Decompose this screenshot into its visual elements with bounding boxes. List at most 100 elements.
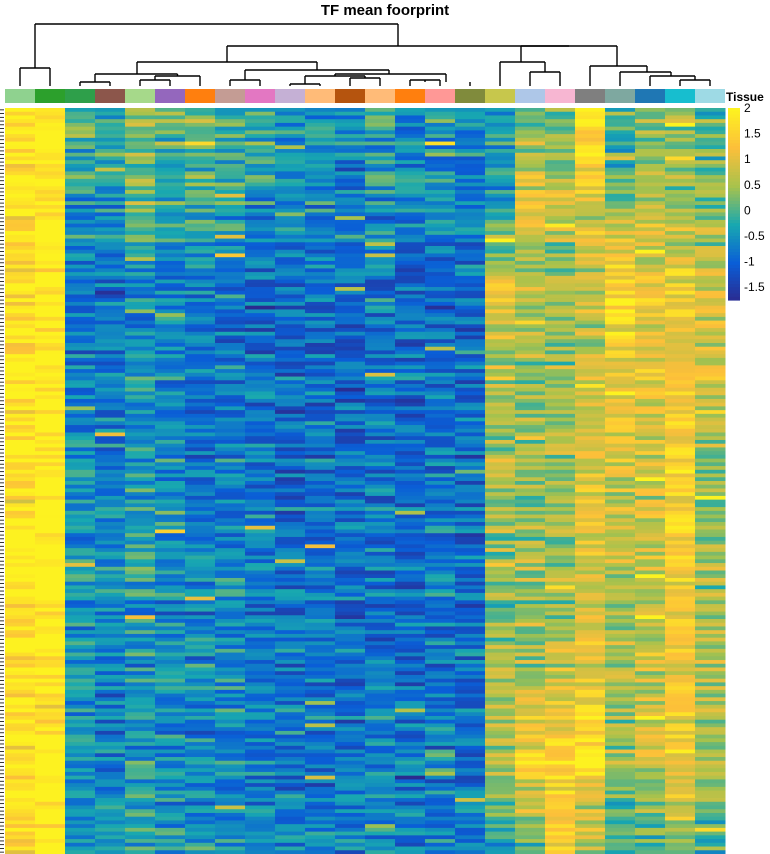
heatmap-cell bbox=[185, 339, 216, 344]
heatmap-cell bbox=[125, 510, 156, 515]
heatmap-cell bbox=[575, 346, 606, 351]
heatmap-cell bbox=[5, 712, 36, 717]
heatmap-cell bbox=[455, 730, 486, 736]
heatmap-cell bbox=[425, 395, 456, 400]
heatmap-cell bbox=[215, 227, 246, 232]
heatmap-cell bbox=[605, 626, 636, 631]
heatmap-cell bbox=[515, 499, 546, 504]
heatmap-cell bbox=[545, 641, 576, 646]
heatmap-cell bbox=[635, 361, 666, 366]
heatmap-cell bbox=[515, 805, 546, 810]
heatmap-cell bbox=[425, 503, 456, 508]
heatmap-cell bbox=[215, 596, 246, 601]
heatmap-cell bbox=[455, 708, 486, 713]
heatmap-cell bbox=[185, 555, 216, 560]
heatmap-cell bbox=[65, 551, 96, 556]
heatmap-cell bbox=[185, 835, 216, 840]
heatmap-cell bbox=[605, 201, 636, 206]
heatmap-cell bbox=[35, 111, 66, 116]
heatmap-cell bbox=[395, 190, 426, 195]
heatmap-cell bbox=[215, 257, 246, 262]
heatmap-cell bbox=[485, 122, 516, 128]
heatmap-cell bbox=[65, 298, 96, 303]
heatmap-cell bbox=[545, 689, 576, 695]
heatmap-cell bbox=[425, 771, 456, 777]
heatmap-cell bbox=[185, 738, 216, 743]
heatmap-cell bbox=[365, 697, 396, 702]
heatmap-cell bbox=[515, 507, 546, 512]
heatmap-cell bbox=[185, 395, 216, 400]
heatmap-cell bbox=[245, 839, 276, 844]
heatmap-cell bbox=[275, 525, 306, 530]
heatmap-cell bbox=[575, 589, 606, 594]
heatmap-cell bbox=[665, 410, 696, 415]
heatmap-cell bbox=[545, 544, 576, 549]
heatmap-cell bbox=[155, 827, 186, 833]
heatmap-cell bbox=[5, 182, 36, 187]
heatmap-cell bbox=[275, 339, 306, 344]
heatmap-cell bbox=[335, 466, 366, 471]
heatmap-cell bbox=[485, 137, 516, 142]
heatmap-cell bbox=[65, 630, 96, 635]
heatmap-cell bbox=[155, 816, 186, 821]
heatmap-cell bbox=[155, 342, 186, 348]
heatmap-cell bbox=[545, 365, 576, 370]
heatmap-cell bbox=[575, 219, 606, 225]
heatmap-cell bbox=[35, 152, 66, 157]
heatmap-cell bbox=[35, 607, 66, 612]
heatmap-cell bbox=[275, 712, 306, 717]
heatmap-cell bbox=[665, 137, 696, 142]
heatmap-cell bbox=[485, 126, 516, 131]
heatmap-cell bbox=[335, 589, 366, 594]
heatmap-cell bbox=[395, 391, 426, 396]
heatmap-cell bbox=[335, 141, 366, 146]
heatmap-cell bbox=[365, 421, 396, 426]
heatmap-cell bbox=[215, 525, 246, 530]
heatmap-cell bbox=[635, 439, 666, 445]
heatmap-cell bbox=[365, 671, 396, 676]
heatmap-cell bbox=[95, 846, 126, 851]
heatmap-cell bbox=[575, 708, 606, 713]
heatmap-cell bbox=[155, 671, 186, 676]
heatmap-cell bbox=[695, 350, 726, 355]
heatmap-cell bbox=[335, 835, 366, 840]
heatmap-cell bbox=[215, 395, 246, 400]
heatmap-cell bbox=[305, 641, 336, 646]
heatmap-cell bbox=[575, 376, 606, 381]
heatmap-cell bbox=[365, 272, 396, 277]
heatmap-cell bbox=[155, 745, 186, 750]
heatmap-cell bbox=[185, 115, 216, 120]
heatmap-cell bbox=[5, 260, 36, 266]
heatmap-cell bbox=[125, 260, 156, 266]
heatmap-cell bbox=[305, 514, 336, 519]
heatmap-cell bbox=[65, 734, 96, 739]
heatmap-cell bbox=[395, 563, 426, 568]
heatmap-cell bbox=[35, 484, 66, 489]
heatmap-cell bbox=[395, 682, 426, 687]
heatmap-cell bbox=[665, 432, 696, 437]
heatmap-cell bbox=[125, 309, 156, 314]
heatmap-cell bbox=[155, 279, 186, 284]
heatmap-cell bbox=[635, 488, 666, 493]
heatmap-cell bbox=[455, 257, 486, 262]
heatmap-cell bbox=[575, 768, 606, 773]
heatmap-cell bbox=[605, 275, 636, 280]
heatmap-cell bbox=[425, 425, 456, 430]
heatmap-cell bbox=[575, 328, 606, 333]
heatmap-cell bbox=[215, 242, 246, 247]
heatmap-cell bbox=[575, 451, 606, 456]
heatmap-cell bbox=[455, 108, 486, 113]
heatmap-cell bbox=[545, 190, 576, 195]
heatmap-cell bbox=[335, 149, 366, 154]
heatmap-cell bbox=[605, 723, 636, 728]
heatmap-cell bbox=[695, 391, 726, 396]
heatmap-cell bbox=[245, 447, 276, 452]
heatmap-cell bbox=[95, 715, 126, 721]
heatmap-cell bbox=[125, 835, 156, 840]
heatmap-cell bbox=[455, 824, 486, 829]
heatmap-cell bbox=[245, 111, 276, 116]
heatmap-cell bbox=[395, 727, 426, 732]
heatmap-cell bbox=[635, 764, 666, 769]
heatmap-cell bbox=[5, 197, 36, 202]
heatmap-cell bbox=[575, 812, 606, 818]
